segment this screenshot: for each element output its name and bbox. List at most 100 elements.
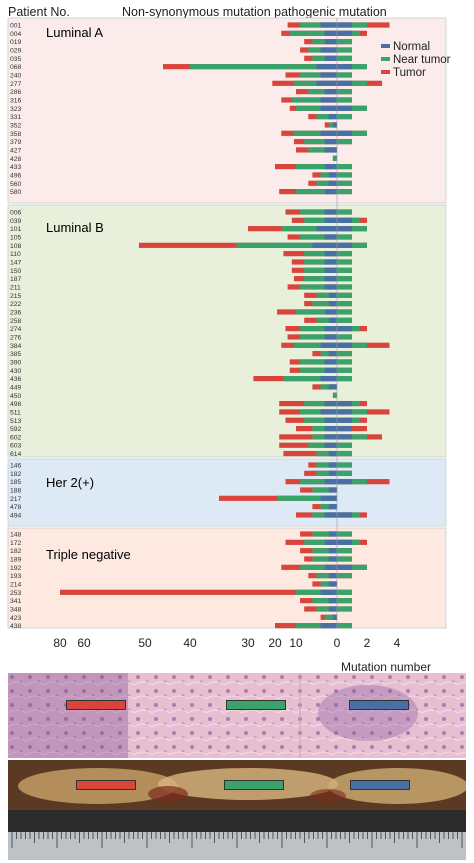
tumor-gross-marker (76, 780, 136, 790)
patient-id: 029 (10, 47, 22, 54)
normal-bar (324, 564, 337, 570)
patient-id: 494 (10, 512, 22, 519)
near-tumor-bar (304, 276, 337, 282)
patient-id: 148 (10, 532, 22, 539)
normal-bar (324, 276, 337, 282)
near-tumor-bar (308, 147, 337, 153)
patient-id: 108 (10, 243, 22, 250)
near-tumor-bar (316, 470, 337, 476)
near-tumor-bar (312, 531, 337, 537)
near-tumor-bar (332, 392, 337, 398)
x-axis-label: Mutation number (341, 660, 431, 672)
near-tumor-bar (293, 130, 337, 136)
near-tumor-bar (316, 450, 337, 457)
group-band (7, 527, 447, 629)
patient-id: 188 (10, 487, 22, 494)
normal-bar (324, 442, 337, 448)
patho-near-tumor-bar (337, 367, 352, 373)
patho-near-tumor-bar (337, 531, 352, 537)
near-tumor-bar (300, 72, 337, 78)
normal-bar (328, 351, 337, 357)
normal-bar (320, 342, 337, 348)
patient-id: 004 (10, 31, 22, 38)
legend-label: Normal (393, 41, 430, 53)
near-tumor-bar (304, 267, 337, 273)
near-tumor-bar (300, 367, 337, 373)
patho-near-tumor-bar (337, 573, 352, 579)
group-label: Her 2(+) (46, 475, 94, 490)
patho-near-tumor-bar (337, 234, 352, 240)
patient-id: 182 (10, 471, 22, 478)
patient-id: 478 (10, 504, 22, 511)
normal-region-marker (349, 700, 409, 710)
patient-id: 316 (10, 97, 22, 104)
patho-normal-bar (337, 425, 352, 432)
tumor-region-marker (66, 700, 126, 710)
patho-near-tumor-bar (337, 276, 352, 282)
patient-id: 068 (10, 64, 22, 71)
gross-specimen-texture (8, 760, 466, 810)
patho-near-tumor-bar (337, 89, 352, 95)
near-tumor-bar (316, 292, 337, 298)
near-tumor-bar (316, 180, 337, 186)
near-tumor-bar (296, 105, 337, 111)
patient-id: 110 (10, 251, 21, 258)
tumor-bar (60, 589, 337, 595)
normal-bar (324, 417, 337, 423)
normal-bar (324, 400, 337, 407)
near-tumor-bar (300, 334, 337, 340)
patho-near-tumor-bar (337, 172, 352, 178)
patho-near-tumor-bar (337, 164, 352, 170)
patient-id: 430 (10, 368, 22, 375)
normal-bar (328, 292, 337, 298)
patho-normal-bar (337, 80, 352, 86)
patient-id: 193 (10, 573, 22, 580)
near-tumor-bar (312, 548, 337, 554)
near-tumor-bar (304, 139, 337, 145)
patient-id: 039 (10, 218, 22, 225)
near-tumor-bar (332, 155, 337, 161)
near-tumor-bar (316, 317, 337, 323)
normal-bar (324, 30, 337, 36)
near-tumor-bar (291, 97, 337, 103)
normal-bar (324, 209, 337, 215)
legend-label: Tumor (393, 67, 426, 79)
normal-bar (324, 39, 337, 45)
normal-bar (332, 122, 337, 128)
patho-normal-bar (337, 30, 352, 36)
normal-bar (328, 598, 337, 604)
patho-normal-bar (337, 512, 352, 518)
near-tumor-bar (300, 564, 337, 570)
patho-near-tumor-bar (337, 180, 352, 186)
normal-bar (328, 317, 337, 323)
x-tick-label: 30 (241, 636, 255, 650)
near-tumor-bar (308, 442, 337, 448)
normal-bar (328, 606, 337, 612)
near-tumor-bar (277, 495, 337, 501)
patient-id: 433 (10, 164, 22, 171)
normal-bar (324, 164, 337, 170)
near-tumor-bar (283, 376, 337, 382)
patho-near-tumor-bar (337, 251, 352, 257)
patient-id: 390 (10, 359, 22, 366)
patho-near-tumor-bar (337, 556, 352, 562)
ruler-ticks (8, 810, 466, 860)
normal-bar (328, 531, 337, 537)
patho-near-tumor-bar (337, 309, 352, 315)
patho-near-tumor-bar (337, 284, 352, 290)
patho-normal-bar (337, 130, 352, 136)
patho-near-tumor-bar (337, 359, 352, 365)
patho-normal-bar (337, 326, 352, 332)
patient-id: 240 (10, 72, 22, 79)
x-tick-label: 0 (334, 636, 341, 650)
patho-near-tumor-bar (337, 450, 352, 457)
patient-id: 150 (10, 268, 22, 275)
normal-bar (324, 147, 337, 153)
normal-bar (320, 495, 337, 501)
normal-bar (320, 22, 337, 28)
patient-id: 286 (10, 89, 22, 96)
normal-bar (324, 251, 337, 257)
patho-normal-bar (337, 105, 352, 111)
patient-id: 146 (10, 463, 22, 470)
mutation-chart: Luminal A Luminal B Her 2(+) Triple negativ… (7, 17, 451, 672)
